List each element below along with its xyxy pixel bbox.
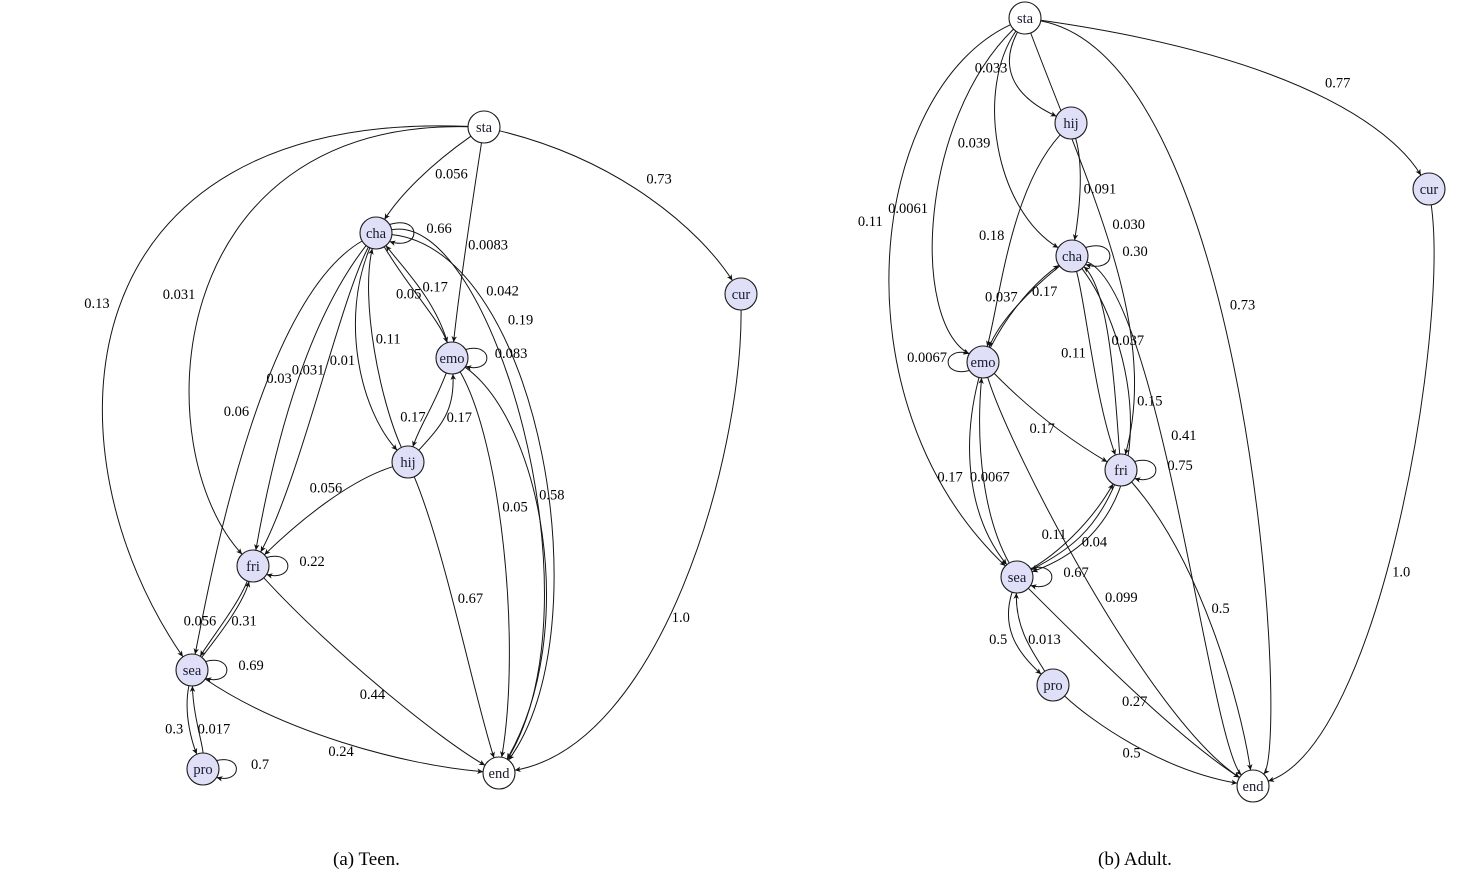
- svg-text:end: end: [489, 766, 511, 782]
- svg-text:0.30: 0.30: [1122, 244, 1147, 260]
- svg-text:sea: sea: [183, 663, 202, 679]
- svg-text:0.037: 0.037: [1111, 333, 1144, 349]
- svg-text:0.083: 0.083: [495, 346, 528, 362]
- svg-text:0.27: 0.27: [1122, 694, 1147, 710]
- svg-text:0.11: 0.11: [1061, 345, 1086, 361]
- svg-text:1.0: 1.0: [1392, 565, 1410, 581]
- svg-text:0.05: 0.05: [502, 500, 527, 516]
- svg-text:0.5: 0.5: [1122, 746, 1140, 762]
- svg-text:0.11: 0.11: [376, 332, 401, 348]
- svg-text:cur: cur: [1420, 182, 1439, 198]
- svg-text:0.17: 0.17: [423, 279, 448, 295]
- svg-text:0.039: 0.039: [958, 135, 991, 151]
- svg-text:0.033: 0.033: [975, 61, 1008, 77]
- svg-text:0.73: 0.73: [646, 172, 671, 188]
- svg-text:pro: pro: [193, 762, 212, 778]
- svg-text:0.037: 0.037: [985, 289, 1018, 305]
- svg-text:0.056: 0.056: [184, 614, 217, 630]
- svg-text:0.3: 0.3: [165, 722, 183, 738]
- svg-text:0.056: 0.056: [310, 481, 343, 497]
- svg-text:0.030: 0.030: [1112, 217, 1145, 233]
- svg-text:0.099: 0.099: [1105, 590, 1138, 606]
- svg-text:0.0067: 0.0067: [970, 469, 1010, 485]
- svg-text:0.67: 0.67: [1063, 565, 1088, 581]
- svg-text:0.5: 0.5: [989, 632, 1007, 648]
- svg-text:0.17: 0.17: [400, 410, 425, 426]
- svg-text:0.41: 0.41: [1171, 428, 1196, 444]
- svg-text:0.18: 0.18: [979, 228, 1004, 244]
- svg-text:pro: pro: [1043, 678, 1062, 694]
- svg-text:0.75: 0.75: [1167, 458, 1192, 474]
- svg-text:1.0: 1.0: [672, 610, 690, 626]
- svg-text:0.7: 0.7: [251, 757, 269, 773]
- svg-text:end: end: [1243, 779, 1265, 795]
- svg-text:fri: fri: [1114, 463, 1128, 479]
- svg-text:cha: cha: [1062, 249, 1083, 265]
- svg-text:0.19: 0.19: [508, 312, 533, 328]
- svg-text:cha: cha: [366, 226, 387, 242]
- svg-text:0.44: 0.44: [360, 687, 386, 703]
- svg-text:0.031: 0.031: [163, 287, 196, 303]
- svg-text:0.0061: 0.0061: [888, 201, 928, 217]
- svg-text:0.017: 0.017: [198, 721, 231, 737]
- svg-text:0.17: 0.17: [1032, 284, 1057, 300]
- svg-text:0.0083: 0.0083: [468, 237, 508, 253]
- svg-text:0.31: 0.31: [231, 614, 256, 630]
- svg-text:0.17: 0.17: [937, 470, 962, 486]
- svg-text:0.69: 0.69: [238, 658, 263, 674]
- svg-text:0.01: 0.01: [330, 353, 355, 369]
- svg-text:0.056: 0.056: [435, 167, 468, 183]
- svg-text:hij: hij: [400, 455, 415, 471]
- svg-text:0.13: 0.13: [84, 296, 109, 312]
- svg-text:0.15: 0.15: [1137, 393, 1162, 409]
- svg-text:0.042: 0.042: [486, 283, 519, 299]
- svg-text:0.73: 0.73: [1230, 298, 1255, 314]
- svg-text:sea: sea: [1008, 570, 1027, 586]
- svg-text:0.04: 0.04: [1082, 535, 1108, 551]
- svg-text:0.091: 0.091: [1084, 182, 1117, 198]
- svg-text:0.5: 0.5: [1212, 601, 1230, 617]
- svg-text:0.66: 0.66: [426, 221, 451, 237]
- svg-text:0.05: 0.05: [396, 286, 421, 302]
- svg-text:0.17: 0.17: [447, 410, 472, 426]
- svg-text:0.17: 0.17: [1030, 421, 1055, 437]
- svg-text:0.013: 0.013: [1028, 632, 1061, 648]
- svg-text:0.77: 0.77: [1325, 75, 1350, 91]
- svg-text:0.22: 0.22: [299, 554, 324, 570]
- svg-text:0.58: 0.58: [539, 487, 564, 503]
- svg-text:cur: cur: [732, 287, 751, 303]
- svg-text:0.0067: 0.0067: [907, 350, 947, 366]
- svg-text:0.031: 0.031: [292, 362, 325, 378]
- svg-text:sta: sta: [476, 120, 493, 136]
- svg-text:fri: fri: [246, 559, 260, 575]
- svg-text:0.11: 0.11: [858, 214, 883, 230]
- svg-text:0.03: 0.03: [266, 371, 291, 387]
- svg-text:0.24: 0.24: [328, 744, 354, 760]
- svg-text:emo: emo: [440, 351, 465, 367]
- svg-text:hij: hij: [1063, 116, 1078, 132]
- svg-text:0.06: 0.06: [224, 404, 249, 420]
- svg-text:0.67: 0.67: [458, 591, 483, 607]
- svg-text:sta: sta: [1017, 11, 1034, 27]
- svg-text:emo: emo: [971, 355, 996, 371]
- svg-text:0.11: 0.11: [1042, 527, 1067, 543]
